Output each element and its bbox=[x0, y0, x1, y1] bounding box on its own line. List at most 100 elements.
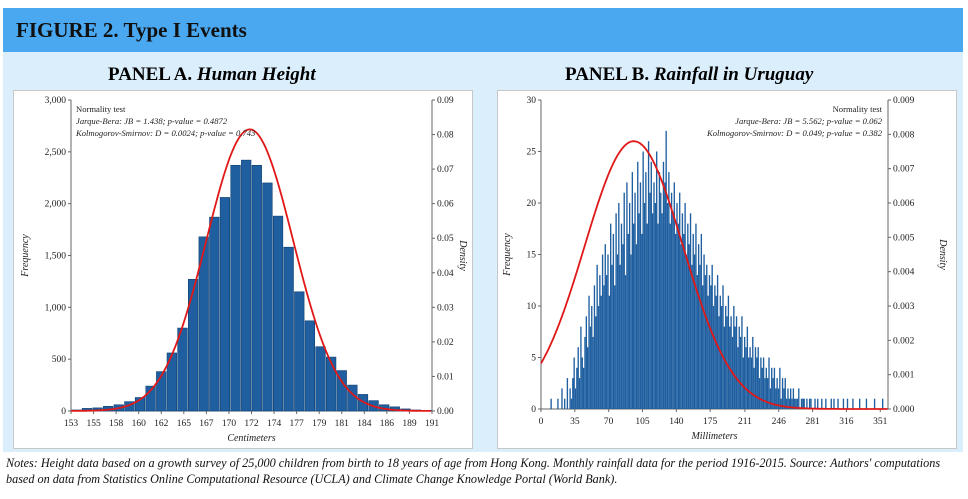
panel-a-label: PANEL A. bbox=[108, 64, 193, 85]
panel-b-bar bbox=[612, 233, 615, 409]
panel-b-title: PANEL B. Rainfall in Uruguay bbox=[565, 64, 813, 86]
panel-b-y2tick-label: 0.005 bbox=[893, 233, 915, 243]
panel-b-bar bbox=[564, 398, 566, 409]
panel-b-bar bbox=[772, 378, 774, 409]
panel-b-svg: 0 5 10 15 20 25 30 0.000 0.001 0.002 0.003 0.004 0.0… bbox=[502, 96, 948, 442]
panel-b-bar bbox=[739, 336, 742, 409]
panel-b-bar bbox=[628, 203, 631, 409]
panel-a-xtick-label: 177 bbox=[290, 419, 305, 429]
panel-b-bar bbox=[704, 275, 707, 409]
panel-b-bar bbox=[623, 192, 625, 409]
panel-b-bar bbox=[624, 275, 627, 409]
panel-b-bar bbox=[743, 336, 746, 409]
panel-b-bar bbox=[572, 378, 574, 409]
panel-b-bar bbox=[601, 254, 604, 409]
panel-b-bar bbox=[646, 223, 648, 409]
panel-b-bar bbox=[748, 357, 750, 409]
panel-b-bar bbox=[599, 275, 601, 409]
panel-a-xtick-label: 167 bbox=[199, 419, 214, 429]
panel-b-bar bbox=[762, 357, 765, 409]
panel-b-bar bbox=[699, 264, 701, 409]
panel-b-bar bbox=[660, 192, 662, 409]
panel-b-bar bbox=[712, 306, 715, 409]
panel-b-bar bbox=[769, 388, 772, 409]
panel-a-ytick-label: 500 bbox=[52, 355, 67, 365]
panel-a-xtick-label: 186 bbox=[380, 419, 395, 429]
panel-b-bar bbox=[570, 398, 573, 409]
panel-b-bar bbox=[711, 264, 713, 409]
panel-b-bar bbox=[631, 172, 634, 409]
panel-b-y2tick-label: 0.003 bbox=[893, 302, 915, 312]
panel-b-bar bbox=[865, 398, 868, 409]
panel-a-xtick-label: 162 bbox=[154, 419, 169, 429]
panel-b-bar bbox=[768, 357, 770, 409]
panel-a-x-axis-label: Centimeters bbox=[227, 433, 275, 444]
panel-b-bar bbox=[692, 233, 694, 409]
panel-a-bar bbox=[294, 291, 305, 412]
panel-b-bar bbox=[588, 295, 590, 409]
panel-b-bar bbox=[608, 295, 611, 409]
panel-b-bar bbox=[800, 398, 803, 409]
panel-b-bar bbox=[794, 398, 796, 409]
panel-b-x-axis-label: Millimeters bbox=[690, 431, 737, 442]
panel-b-bar bbox=[616, 254, 619, 409]
panel-b-y2tick-label: 0.007 bbox=[893, 165, 915, 175]
panel-b-bar bbox=[749, 347, 751, 409]
panel-b-bar bbox=[882, 398, 884, 409]
panel-b-bar bbox=[689, 213, 692, 409]
panel-b-bar bbox=[687, 223, 689, 409]
panel-a-svg: 0 500 1,000 1,500 2,000 2,500 3,000 0.00 0.01 0.0… bbox=[20, 96, 468, 444]
panel-b-bar bbox=[795, 398, 797, 409]
panel-a-bar bbox=[315, 346, 326, 412]
panel-a-y2tick-label: 0.06 bbox=[437, 200, 454, 210]
panel-b-xtick-label: 175 bbox=[703, 417, 718, 427]
panel-b-bar bbox=[627, 233, 629, 409]
panel-b-density-curve bbox=[540, 140, 888, 410]
panel-b-chart: 0 5 10 15 20 25 30 0.000 0.001 0.002 0.003 0.004 0.0… bbox=[497, 90, 957, 449]
panel-a-y2tick-label: 0.00 bbox=[437, 407, 454, 417]
panel-b-xtick-label: 281 bbox=[805, 417, 820, 427]
panel-b-bar bbox=[787, 388, 789, 409]
panel-b-bar bbox=[716, 275, 719, 409]
figure-title: FIGURE 2. Type I Events bbox=[16, 18, 247, 42]
panel-b-bar bbox=[859, 398, 861, 409]
panel-b-bar bbox=[734, 326, 736, 409]
panel-b-bar bbox=[577, 347, 579, 409]
panel-b-bar bbox=[676, 203, 678, 409]
panel-b-bar bbox=[674, 233, 677, 409]
panel-b-bar bbox=[622, 244, 624, 409]
panel-b-bar bbox=[761, 367, 763, 409]
panel-b-bar bbox=[758, 378, 761, 409]
panel-a-bar bbox=[209, 216, 220, 412]
panel-b-bar bbox=[578, 378, 581, 409]
panel-a-bar bbox=[262, 182, 273, 412]
panel-b-bar bbox=[764, 378, 766, 409]
panel-b-bar bbox=[635, 244, 638, 409]
panel-b-bar bbox=[596, 264, 598, 409]
panel-b-bar bbox=[639, 182, 642, 409]
panel-b-bar bbox=[633, 223, 635, 409]
figure-title-bar: FIGURE 2. Type I Events bbox=[3, 8, 963, 52]
panel-a-xtick-label: 181 bbox=[335, 419, 350, 429]
panel-b-bar bbox=[557, 398, 559, 409]
panel-b-bar bbox=[582, 367, 585, 409]
panel-b-bar bbox=[656, 151, 658, 409]
panel-b-ytick-label: 0 bbox=[531, 405, 536, 415]
panel-b-bar bbox=[788, 398, 790, 409]
panel-b-bar bbox=[647, 141, 650, 409]
panel-a-y2tick-label: 0.04 bbox=[437, 269, 454, 279]
panel-b-bar bbox=[634, 192, 636, 409]
figure-notes: Notes: Height data based on a growth sur… bbox=[6, 456, 941, 486]
panel-b-bar bbox=[700, 233, 703, 409]
panel-b-bar bbox=[642, 151, 644, 409]
panel-b-bar bbox=[753, 367, 755, 409]
panel-b-bar bbox=[846, 398, 849, 409]
panel-b-bar bbox=[722, 285, 724, 409]
panel-b-bar bbox=[651, 213, 654, 409]
panel-a-chart: 0 500 1,000 1,500 2,000 2,500 3,000 0.00 0.01 0.0… bbox=[13, 90, 473, 449]
panel-b-y2tick-label: 0.001 bbox=[893, 371, 915, 381]
panel-b-legend-line: Kolmogorov-Smirnov: D = 0.049; p-value =… bbox=[706, 128, 883, 138]
panel-b-bar bbox=[643, 203, 646, 409]
panel-b-legend-line: Jarque-Bera: JB = 5.562; p-value = 0.062 bbox=[735, 116, 883, 126]
panel-b-bar bbox=[666, 203, 669, 409]
